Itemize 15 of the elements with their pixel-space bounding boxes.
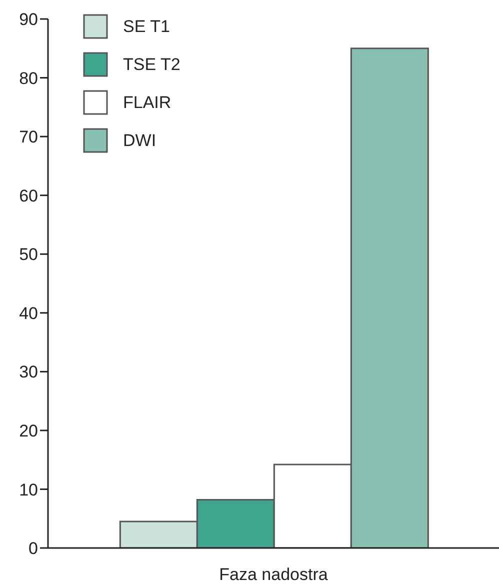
y-tick-label: 80 xyxy=(19,68,38,88)
y-tick-label: 20 xyxy=(19,421,38,440)
legend-label: TSE T2 xyxy=(123,55,180,75)
y-tick-label: 40 xyxy=(19,304,38,323)
y-tick-label: 30 xyxy=(19,362,38,382)
x-tick-label: Faza nadostra xyxy=(219,565,328,584)
legend-label: FLAIR xyxy=(123,93,172,113)
y-tick-label: 10 xyxy=(19,480,38,500)
y-tick-label: 70 xyxy=(19,128,38,147)
legend-label: SE T1 xyxy=(123,17,170,37)
y-tick-label: 50 xyxy=(19,245,38,264)
y-tick-label: 60 xyxy=(19,186,38,206)
legend-label: DWI xyxy=(123,131,156,151)
y-tick-label: 90 xyxy=(19,10,38,30)
y-tick-label: 0 xyxy=(28,539,38,558)
